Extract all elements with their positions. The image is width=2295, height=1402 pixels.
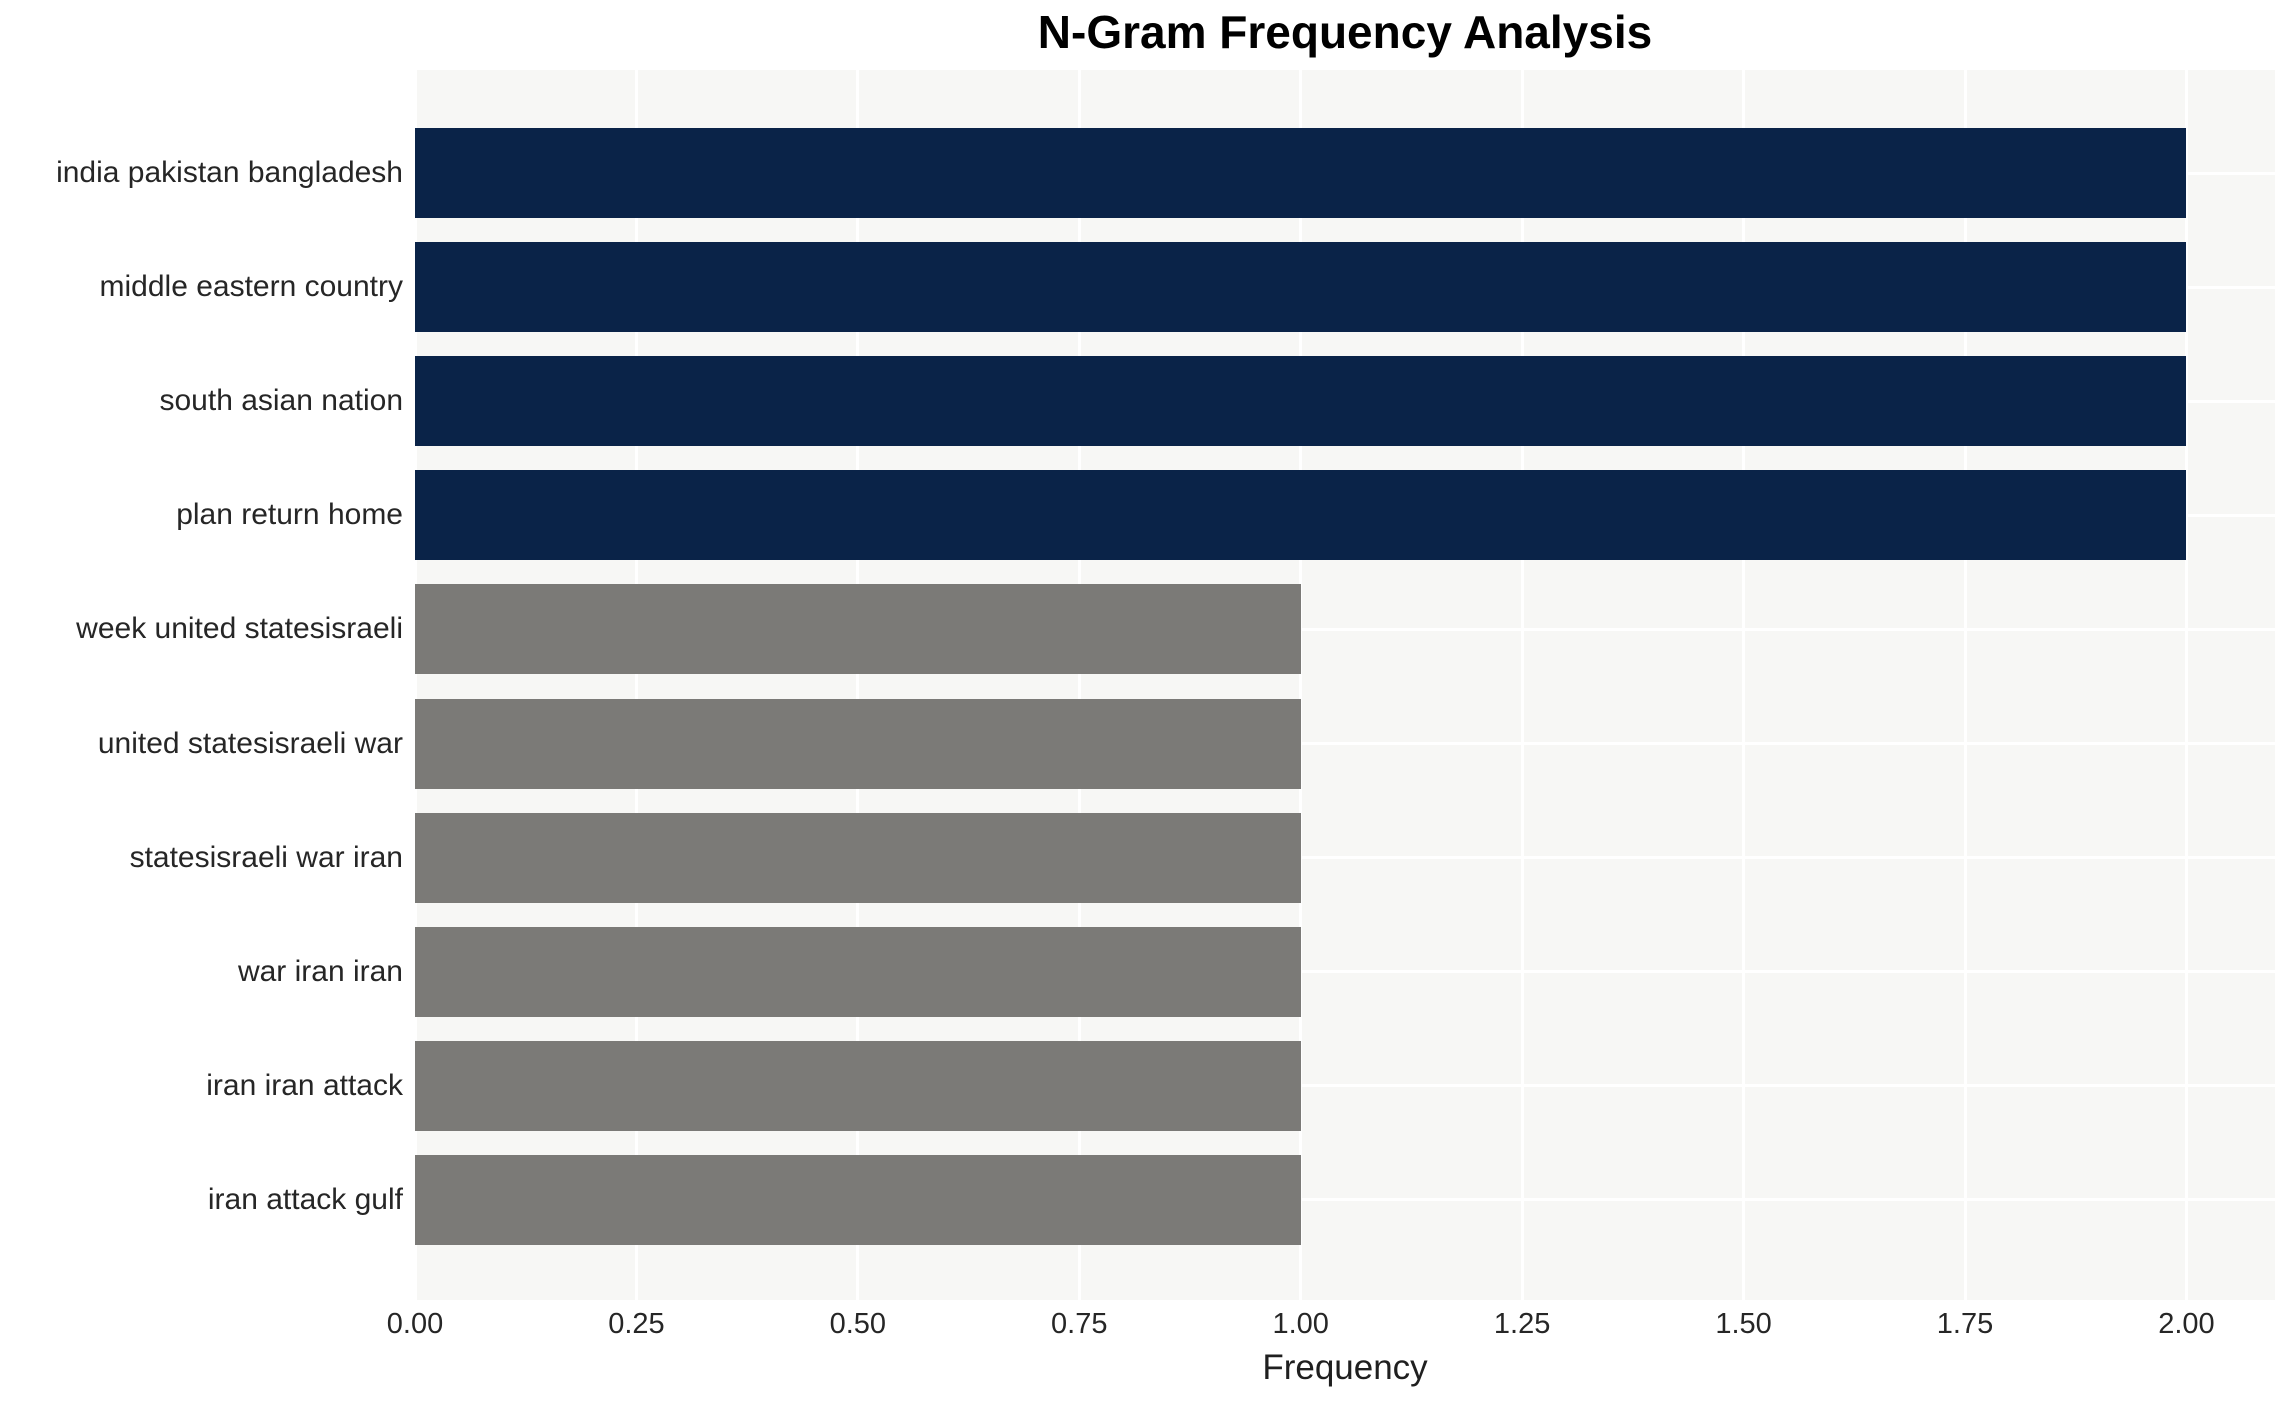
bar [415, 812, 1301, 903]
bar [415, 584, 1301, 675]
bar [415, 698, 1301, 789]
category-label: statesisraeli war iran [129, 840, 403, 874]
chart-title: N-Gram Frequency Analysis [1037, 6, 1653, 58]
gridline-vertical [634, 70, 638, 1300]
x-axis-label: Frequency [1262, 1348, 1428, 1387]
gridline-vertical [856, 70, 860, 1300]
category-label: india pakistan bangladesh [56, 156, 403, 189]
bar [415, 1040, 1301, 1131]
gridline-horizontal [415, 742, 2275, 745]
category-label: united statesisraeli war [97, 726, 403, 760]
bar [415, 1154, 1301, 1245]
x-tick-label: 2.00 [2158, 1308, 2215, 1340]
gridline-vertical [1077, 70, 1081, 1300]
bar [415, 356, 2187, 447]
category-label: week united statesisraeli [76, 612, 403, 646]
bar [415, 926, 1301, 1017]
x-tick-label: 1.50 [1715, 1308, 1772, 1340]
gridline-vertical [413, 70, 417, 1300]
gridline-vertical [1520, 70, 1524, 1300]
x-tick-label: 0.00 [386, 1308, 444, 1340]
gridline-vertical [1742, 70, 1746, 1300]
category-label: war iran iran [237, 954, 403, 988]
x-tick-label: 1.25 [1493, 1308, 1551, 1340]
x-tick-label: 1.00 [1272, 1308, 1329, 1340]
gridline-vertical [1963, 70, 1967, 1300]
gridline-vertical [1299, 70, 1303, 1300]
bar [415, 128, 2187, 218]
x-tick-label: 0.75 [1051, 1308, 1108, 1340]
gridline-horizontal [415, 1198, 2275, 1202]
x-tick-label: 0.25 [608, 1308, 665, 1340]
category-label: iran attack gulf [207, 1182, 403, 1216]
gridline-horizontal [415, 1084, 2275, 1088]
category-label: south asian nation [159, 384, 403, 418]
category-label: iran iran attack [206, 1068, 403, 1102]
x-tick-label: 0.50 [829, 1308, 887, 1340]
bar [415, 470, 2187, 561]
gridline-horizontal [415, 970, 2275, 974]
x-tick-label: 1.75 [1936, 1308, 1994, 1340]
plot-area [413, 70, 2275, 1300]
bar [415, 242, 2187, 333]
gridline-horizontal [415, 856, 2275, 860]
category-label: middle eastern country [99, 270, 404, 304]
gridline-vertical [2184, 70, 2188, 1300]
category-label: plan return home [176, 498, 403, 532]
gridline-horizontal [415, 627, 2275, 631]
